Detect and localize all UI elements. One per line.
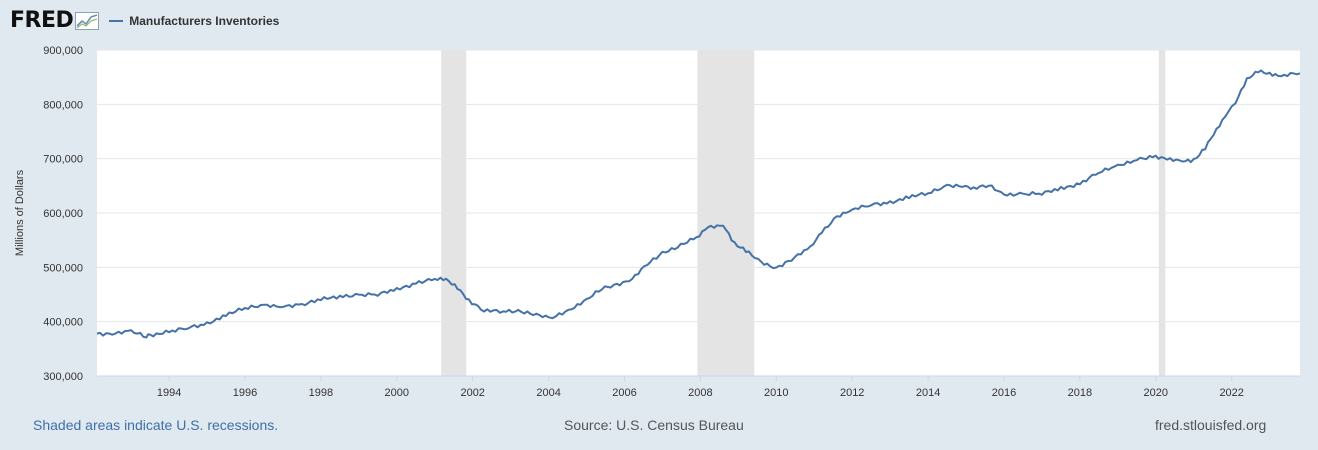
x-tick-label: 2012: [840, 387, 864, 399]
legend-line-swatch: [109, 20, 124, 22]
x-tick-label: 1998: [309, 387, 333, 399]
y-tick-label: 800,000: [43, 99, 83, 111]
x-tick-label: 2006: [612, 387, 636, 399]
y-tick-label: 900,000: [43, 45, 83, 57]
x-tick-label: 2016: [992, 387, 1016, 399]
x-tick-label: 2022: [1219, 387, 1243, 399]
fred-chart-icon: [75, 12, 100, 30]
x-tick-label: 1996: [233, 387, 257, 399]
series-line-manufacturers-inventories[interactable]: [96, 69, 1301, 339]
x-tick-label: 2000: [385, 387, 409, 399]
x-tick-label: 2014: [916, 387, 940, 399]
source-credit: Source: U.S. Census Bureau: [564, 417, 744, 433]
series-layer: [96, 69, 1301, 339]
legend-label: Manufacturers Inventories: [129, 14, 280, 28]
y-axis: 300,000 400,000 500,000 600,000 700,000 800,0…: [14, 45, 83, 383]
y-tick-label: 400,000: [43, 317, 83, 329]
y-tick-label: 600,000: [43, 208, 83, 220]
x-axis: 1994 1996 1998 2000 2002 2004 2006 2008 2010 2012…: [97, 375, 1300, 399]
recession-note-link[interactable]: Shaded areas indicate U.S. recessions.: [33, 417, 279, 433]
x-tick-label: 2018: [1068, 387, 1092, 399]
chart-legend[interactable]: Manufacturers Inventories: [109, 14, 279, 28]
x-tick-label: 2004: [536, 387, 560, 399]
x-tick-label: 1994: [157, 387, 181, 399]
x-tick-label: 2008: [688, 387, 712, 399]
y-tick-label: 700,000: [43, 154, 83, 166]
y-tick-label: 300,000: [43, 371, 83, 383]
y-axis-title: Millions of Dollars: [14, 169, 26, 256]
x-tick-label: 2020: [1144, 387, 1168, 399]
x-tick-label: 2002: [460, 387, 484, 399]
fred-logo[interactable]: FRED: [10, 8, 74, 33]
x-tick-label: 2010: [764, 387, 788, 399]
line-chart: 300,000 400,000 500,000 600,000 700,000 800,0…: [14, 45, 1301, 399]
y-tick-label: 500,000: [43, 262, 83, 274]
fred-url-link[interactable]: fred.stlouisfed.org: [1155, 417, 1267, 433]
header: FRED Manufacturers Inventories: [10, 8, 279, 34]
